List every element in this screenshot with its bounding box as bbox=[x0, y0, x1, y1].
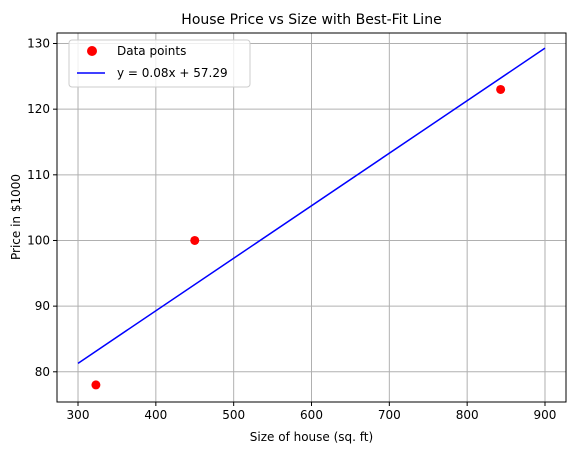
x-axis: 300 400 500 600 700 800 900 bbox=[67, 402, 557, 422]
data-point-0 bbox=[91, 380, 101, 390]
data-point-1 bbox=[190, 235, 200, 245]
x-tick-label-0: 300 bbox=[67, 408, 90, 422]
legend-label-data-points: Data points bbox=[117, 44, 186, 58]
x-tick-label-4: 700 bbox=[378, 408, 401, 422]
plot-content bbox=[77, 47, 546, 390]
legend-label-best-fit-line: y = 0.08x + 57.29 bbox=[117, 66, 228, 80]
x-tick-label-3: 600 bbox=[300, 408, 323, 422]
y-axis-label: Price in $1000 bbox=[9, 174, 23, 260]
x-tick-label-1: 400 bbox=[144, 408, 167, 422]
best-fit-line bbox=[77, 47, 546, 364]
legend-marker-data-points bbox=[87, 46, 97, 56]
chart-title: House Price vs Size with Best-Fit Line bbox=[181, 12, 441, 28]
data-point-2 bbox=[496, 84, 506, 94]
y-tick-label-3: 110 bbox=[27, 168, 50, 182]
x-axis-label: Size of house (sq. ft) bbox=[250, 430, 373, 444]
y-tick-label-0: 80 bbox=[35, 365, 50, 379]
grid bbox=[57, 33, 566, 402]
legend: Data points y = 0.08x + 57.29 bbox=[68, 39, 251, 88]
legend-box bbox=[68, 39, 251, 88]
y-tick-label-1: 90 bbox=[35, 299, 50, 313]
y-tick-label-5: 130 bbox=[27, 37, 50, 51]
x-tick-label-6: 900 bbox=[534, 408, 557, 422]
y-tick-label-2: 100 bbox=[27, 233, 50, 247]
y-axis: 80 90 100 110 120 130 bbox=[27, 37, 57, 379]
y-tick-label-4: 120 bbox=[27, 102, 50, 116]
x-tick-label-5: 800 bbox=[456, 408, 479, 422]
x-tick-label-2: 500 bbox=[222, 408, 245, 422]
